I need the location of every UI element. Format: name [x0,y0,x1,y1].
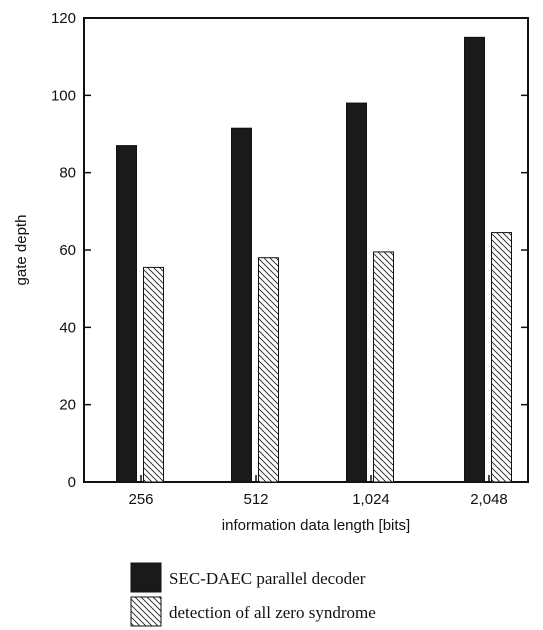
legend-swatch-solid [130,562,162,593]
legend-label: detection of all zero syndrome [169,603,376,622]
x-tick-label: 256 [128,491,153,508]
plot-area: 0 20 40 60 80 100 120 256 512 1,024 2,048 [51,10,529,508]
legend-swatch-hatched [130,596,162,627]
y-tick-label: 100 [51,87,76,104]
x-tick-label: 1,024 [352,491,390,508]
x-axis-label: information data length [bits] [222,517,410,534]
x-tick-label: 512 [243,491,268,508]
bar-zero-syndrome-detection [491,232,512,483]
bar-zero-syndrome-detection [373,251,394,483]
y-tick-label: 0 [68,474,76,491]
bar-sec-daec-decoder [464,36,485,483]
y-tick-label: 40 [59,319,76,336]
bar-sec-daec-decoder [116,145,137,483]
y-axis-label: gate depth [13,215,30,286]
legend-label: SEC-DAEC parallel decoder [169,569,366,588]
bar-sec-daec-decoder [346,102,367,483]
x-tick-label: 2,048 [470,491,508,508]
y-tick-label: 60 [59,242,76,259]
y-tick-label: 20 [59,397,76,414]
legend: SEC-DAEC parallel decoder detection of al… [130,562,376,627]
bar-zero-syndrome-detection [143,266,164,483]
bar-sec-daec-decoder [231,127,252,483]
bar-zero-syndrome-detection [258,257,279,483]
y-tick-label: 80 [59,165,76,182]
y-tick-label: 120 [51,10,76,27]
